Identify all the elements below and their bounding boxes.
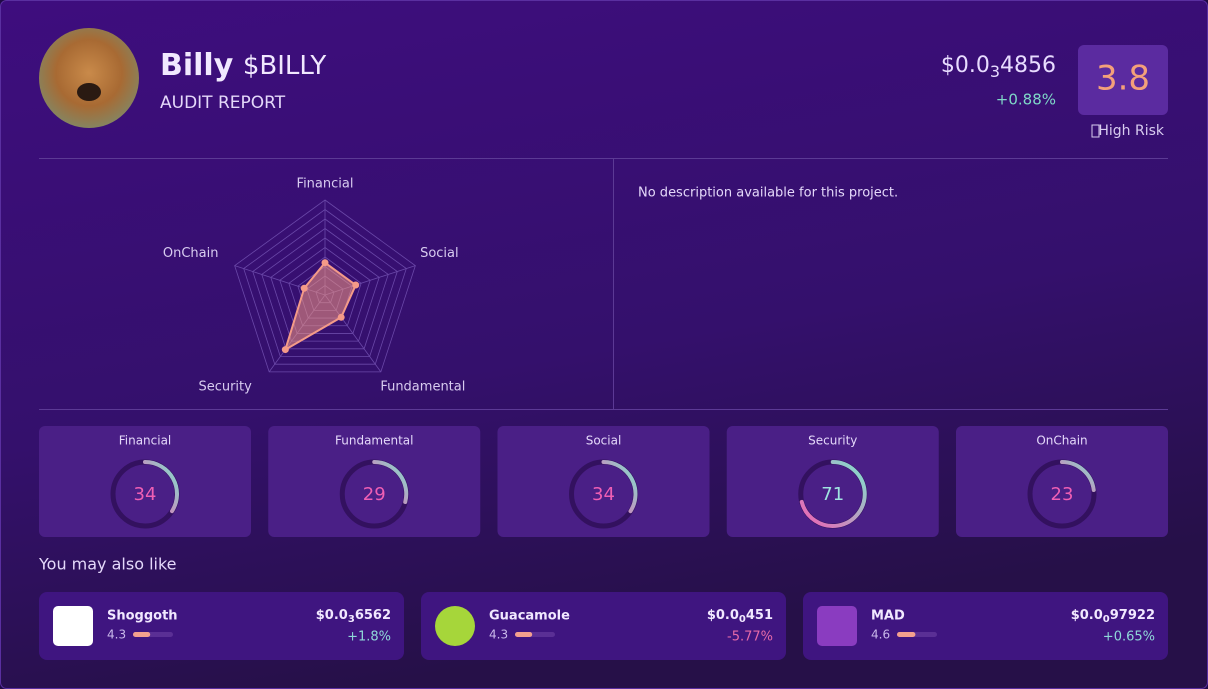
score-card-title: Financial	[119, 434, 172, 448]
gauge-arc	[601, 460, 638, 514]
price-prefix: $0.0	[316, 608, 348, 623]
price-prefix: $0.0	[707, 608, 739, 623]
related-icon	[817, 606, 857, 646]
description: No description available for this projec…	[638, 186, 898, 201]
related-price: $0.00451	[707, 608, 773, 626]
price-zeros: 0	[739, 614, 746, 625]
related-change: +0.65%	[1103, 630, 1155, 645]
rating-bar	[515, 632, 533, 637]
radar-point	[352, 281, 360, 289]
radar-label: OnChain	[163, 246, 219, 261]
score-card	[956, 426, 1168, 537]
gauge-arc	[1060, 460, 1096, 492]
avatar	[39, 28, 139, 128]
gauge-arc	[372, 460, 409, 504]
score-card	[726, 426, 939, 537]
radar-ring	[252, 218, 398, 357]
price-zeros: 3	[348, 614, 355, 625]
price-prefix: $0.0	[1071, 608, 1103, 623]
gauge-value: 34	[134, 484, 157, 505]
gauge-value: 34	[592, 484, 615, 505]
related-rating: 4.3	[107, 628, 126, 642]
radar-point	[337, 313, 345, 321]
related-card	[803, 592, 1168, 660]
rating-bar	[897, 632, 916, 637]
title: Billy $BILLY	[160, 48, 326, 83]
avatar-nose	[77, 83, 101, 101]
radar-label: Fundamental	[380, 379, 465, 394]
radar-ring	[261, 228, 389, 350]
gauge-value: 71	[821, 484, 844, 505]
price: $0.034856	[941, 53, 1056, 81]
radar-ring	[234, 199, 416, 373]
related-price: $0.036562	[316, 608, 391, 626]
related-name: MAD	[871, 609, 905, 624]
related-change: -5.77%	[727, 630, 773, 645]
risk-label: High Risk	[1098, 123, 1165, 139]
price-digits: 4856	[1000, 53, 1056, 78]
radar-ring	[279, 247, 371, 334]
radar-label: Security	[198, 379, 252, 394]
gauge-arc	[143, 460, 179, 514]
subtitle: AUDIT REPORT	[160, 93, 286, 113]
price-zeros: 3	[990, 62, 1000, 81]
radar-ring	[270, 237, 380, 342]
related-change: +1.8%	[347, 630, 391, 645]
price-digits: 451	[746, 608, 773, 623]
score-card-title: Social	[586, 434, 622, 448]
related-icon	[53, 606, 93, 646]
score: 3.8	[1096, 59, 1150, 99]
related-name: Guacamole	[489, 609, 570, 624]
price-prefix: $0.0	[941, 53, 990, 78]
price-zeros: 0	[1103, 614, 1110, 625]
related-card	[39, 592, 404, 660]
price-digits: 6562	[355, 608, 391, 623]
radar-point	[321, 259, 329, 267]
gauge-value: 23	[1051, 484, 1074, 505]
token-name: Billy	[160, 48, 234, 83]
related-rating: 4.6	[871, 628, 890, 642]
related-icon	[435, 606, 475, 646]
radar-area	[283, 261, 357, 352]
radar-point	[300, 284, 308, 292]
radar-label: Social	[420, 246, 459, 261]
radar-point	[281, 346, 289, 354]
gauge-value: 29	[363, 484, 386, 505]
related-rating: 4.3	[489, 628, 508, 642]
rating-bar	[133, 632, 151, 637]
score-card-title: Fundamental	[335, 434, 414, 448]
price-change: +0.88%	[996, 91, 1056, 109]
score-card	[268, 426, 481, 537]
related-card	[421, 592, 786, 660]
related-price: $0.0097922	[1071, 608, 1155, 626]
score-card	[39, 426, 251, 537]
token-ticker: $BILLY	[243, 51, 327, 81]
score-box	[1078, 45, 1168, 115]
score-card-title: OnChain	[1036, 434, 1087, 448]
related-name: Shoggoth	[107, 609, 178, 624]
price-digits: 97922	[1110, 608, 1155, 623]
gauge-arc	[799, 460, 867, 528]
radar-label: Financial	[297, 177, 354, 192]
section-title: You may also like	[38, 555, 177, 574]
score-card-title: Security	[808, 434, 857, 448]
score-card	[497, 426, 710, 537]
risk-icon	[1091, 124, 1100, 138]
radar-ring	[243, 209, 407, 365]
